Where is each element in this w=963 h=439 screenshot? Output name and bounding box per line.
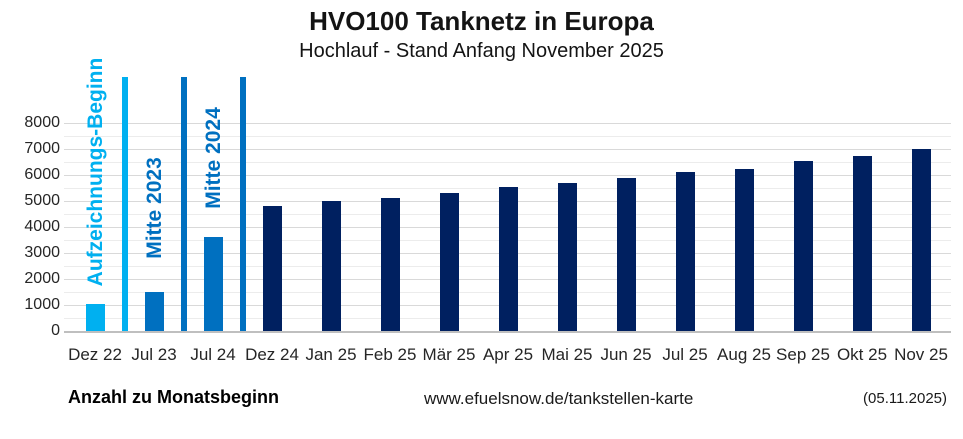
chart-subtitle: Hochlauf - Stand Anfang November 2025 (299, 40, 664, 62)
x-tick-label: Jul 25 (662, 345, 708, 364)
x-tick-label: Jun 25 (600, 345, 652, 364)
x-axis-line (64, 331, 951, 333)
x-tick-label: Aug 25 (717, 345, 771, 364)
bar-dez-24 (262, 206, 282, 331)
x-tick-label: Jul 24 (190, 345, 236, 364)
bar-okt-25 (852, 155, 872, 331)
bar-sep-25 (793, 160, 813, 331)
x-tick-label: Apr 25 (482, 345, 534, 364)
x-tick-label: Feb 25 (363, 345, 417, 364)
bar-jul-23 (144, 292, 164, 331)
bar-mär-25 (439, 193, 459, 331)
event-line-label: Aufzeichnungs-Beginn (84, 57, 107, 287)
y-tick-label: 6000 (24, 166, 60, 183)
x-tick-label: Mär 25 (422, 345, 476, 364)
x-tick-label: Jan 25 (305, 345, 357, 364)
x-tick-label: Sep 25 (776, 345, 830, 364)
x-tick-label: Dez 24 (245, 345, 299, 364)
y-tick-label: 3000 (24, 244, 60, 261)
report-date: (05.11.2025) (863, 390, 947, 407)
bar-jul-24 (203, 237, 223, 331)
event-line-label: Mitte 2024 (202, 107, 225, 209)
x-tick-label: Dez 22 (68, 345, 122, 364)
y-tick-label: 1000 (24, 296, 60, 313)
x-tick-label: Jul 23 (131, 345, 177, 364)
x-tick-label: Nov 25 (894, 345, 948, 364)
bar-feb-25 (380, 198, 400, 331)
event-line-mitte-2024 (239, 77, 246, 331)
event-line-label: Mitte 2023 (143, 157, 166, 259)
gridline-major (64, 123, 951, 124)
y-tick-label: 7000 (24, 140, 60, 157)
bar-aug-25 (734, 168, 754, 331)
bar-apr-25 (498, 186, 518, 331)
gridline-major (64, 149, 951, 150)
bar-jun-25 (616, 177, 636, 331)
x-tick-label: Okt 25 (836, 345, 888, 364)
yaxis-caption: Anzahl zu Monatsbeginn (68, 387, 279, 407)
y-tick-label: 4000 (24, 218, 60, 235)
bar-jul-25 (675, 172, 695, 331)
chart-title: HVO100 Tanknetz in Europa (309, 6, 654, 36)
gridline-major (64, 175, 951, 176)
bar-nov-25 (911, 149, 931, 331)
gridline-minor (64, 162, 951, 163)
x-tick-label: Mai 25 (541, 345, 593, 364)
event-line-aufzeichnungs-beginn (121, 77, 128, 331)
gridline-minor (64, 136, 951, 137)
y-tick-label: 8000 (24, 114, 60, 131)
bar-mai-25 (557, 182, 577, 331)
bar-jan-25 (321, 201, 341, 331)
event-line-mitte-2023 (180, 77, 187, 331)
y-tick-label: 0 (51, 322, 60, 339)
website-url: www.efuelsnow.de/tankstellen-karte (424, 389, 694, 408)
y-tick-label: 5000 (24, 192, 60, 209)
bar-dez-22 (85, 303, 105, 331)
y-tick-label: 2000 (24, 270, 60, 287)
